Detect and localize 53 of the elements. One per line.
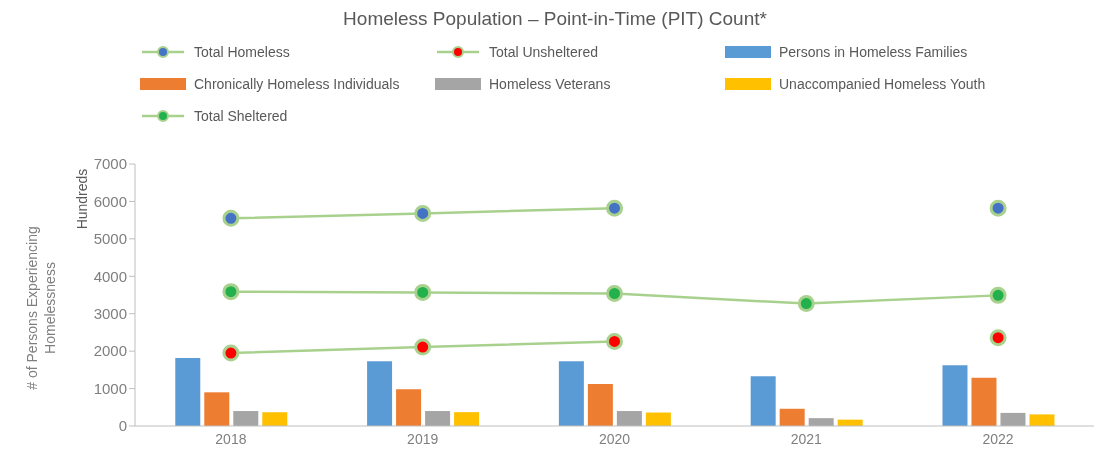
y-tick-label: 6000 (93, 192, 127, 210)
chart-title: Homeless Population – Point-in-Time (PIT) Count* (342, 8, 768, 30)
point (414, 283, 432, 301)
y-tick-label: 3000 (93, 305, 127, 323)
point (989, 286, 1007, 304)
y-tick-label: 7000 (93, 155, 127, 173)
x-tick-label: 2018 (215, 430, 247, 447)
y-tick-label: 5000 (93, 230, 127, 248)
legend-label: Total Homeless (194, 44, 290, 60)
x-tick-label: 2021 (790, 430, 823, 447)
legend-label: Persons in Homeless Families (779, 44, 968, 60)
point (414, 338, 432, 356)
point (222, 209, 240, 227)
point (989, 329, 1007, 347)
y-axis-title: # of Persons Experiencing Homelessness (23, 225, 59, 392)
point (222, 283, 240, 301)
point (606, 285, 623, 302)
text: Hundreds (74, 168, 91, 230)
bar (942, 365, 968, 426)
x-tick-label: 2022 (982, 430, 1014, 447)
legend-label: Unaccompanied Homeless Youth (779, 76, 986, 92)
y-tick-label: 2000 (93, 342, 127, 360)
x-tick-label: 2019 (407, 430, 439, 447)
point (989, 199, 1007, 217)
bar (779, 408, 805, 426)
point (606, 332, 623, 350)
bar (367, 361, 393, 426)
bar (204, 392, 230, 426)
legend-label: Total Unsheltered (489, 44, 598, 60)
bar (587, 384, 613, 426)
bar (396, 389, 422, 426)
point (414, 204, 432, 222)
bar (425, 411, 451, 426)
bar (750, 376, 776, 426)
legend-label: Chronically Homeless Individuals (194, 76, 400, 92)
bar (558, 361, 584, 426)
bar (1029, 414, 1055, 426)
point (797, 295, 815, 313)
bar (616, 411, 642, 426)
legend-label: Homeless Veterans (489, 76, 611, 92)
y-tick-label: 0 (118, 417, 127, 435)
y-tick-label: 4000 (93, 267, 127, 285)
x-tick-label: 2020 (598, 430, 631, 447)
y-tick-label: 1000 (93, 379, 127, 397)
bar (1000, 412, 1026, 426)
bar (262, 412, 288, 426)
legend-label: Total Sheltered (194, 108, 288, 124)
bar (454, 412, 480, 426)
point (606, 199, 623, 217)
bar (233, 411, 259, 426)
bar (971, 377, 997, 426)
point (222, 344, 240, 362)
bar (175, 357, 201, 426)
